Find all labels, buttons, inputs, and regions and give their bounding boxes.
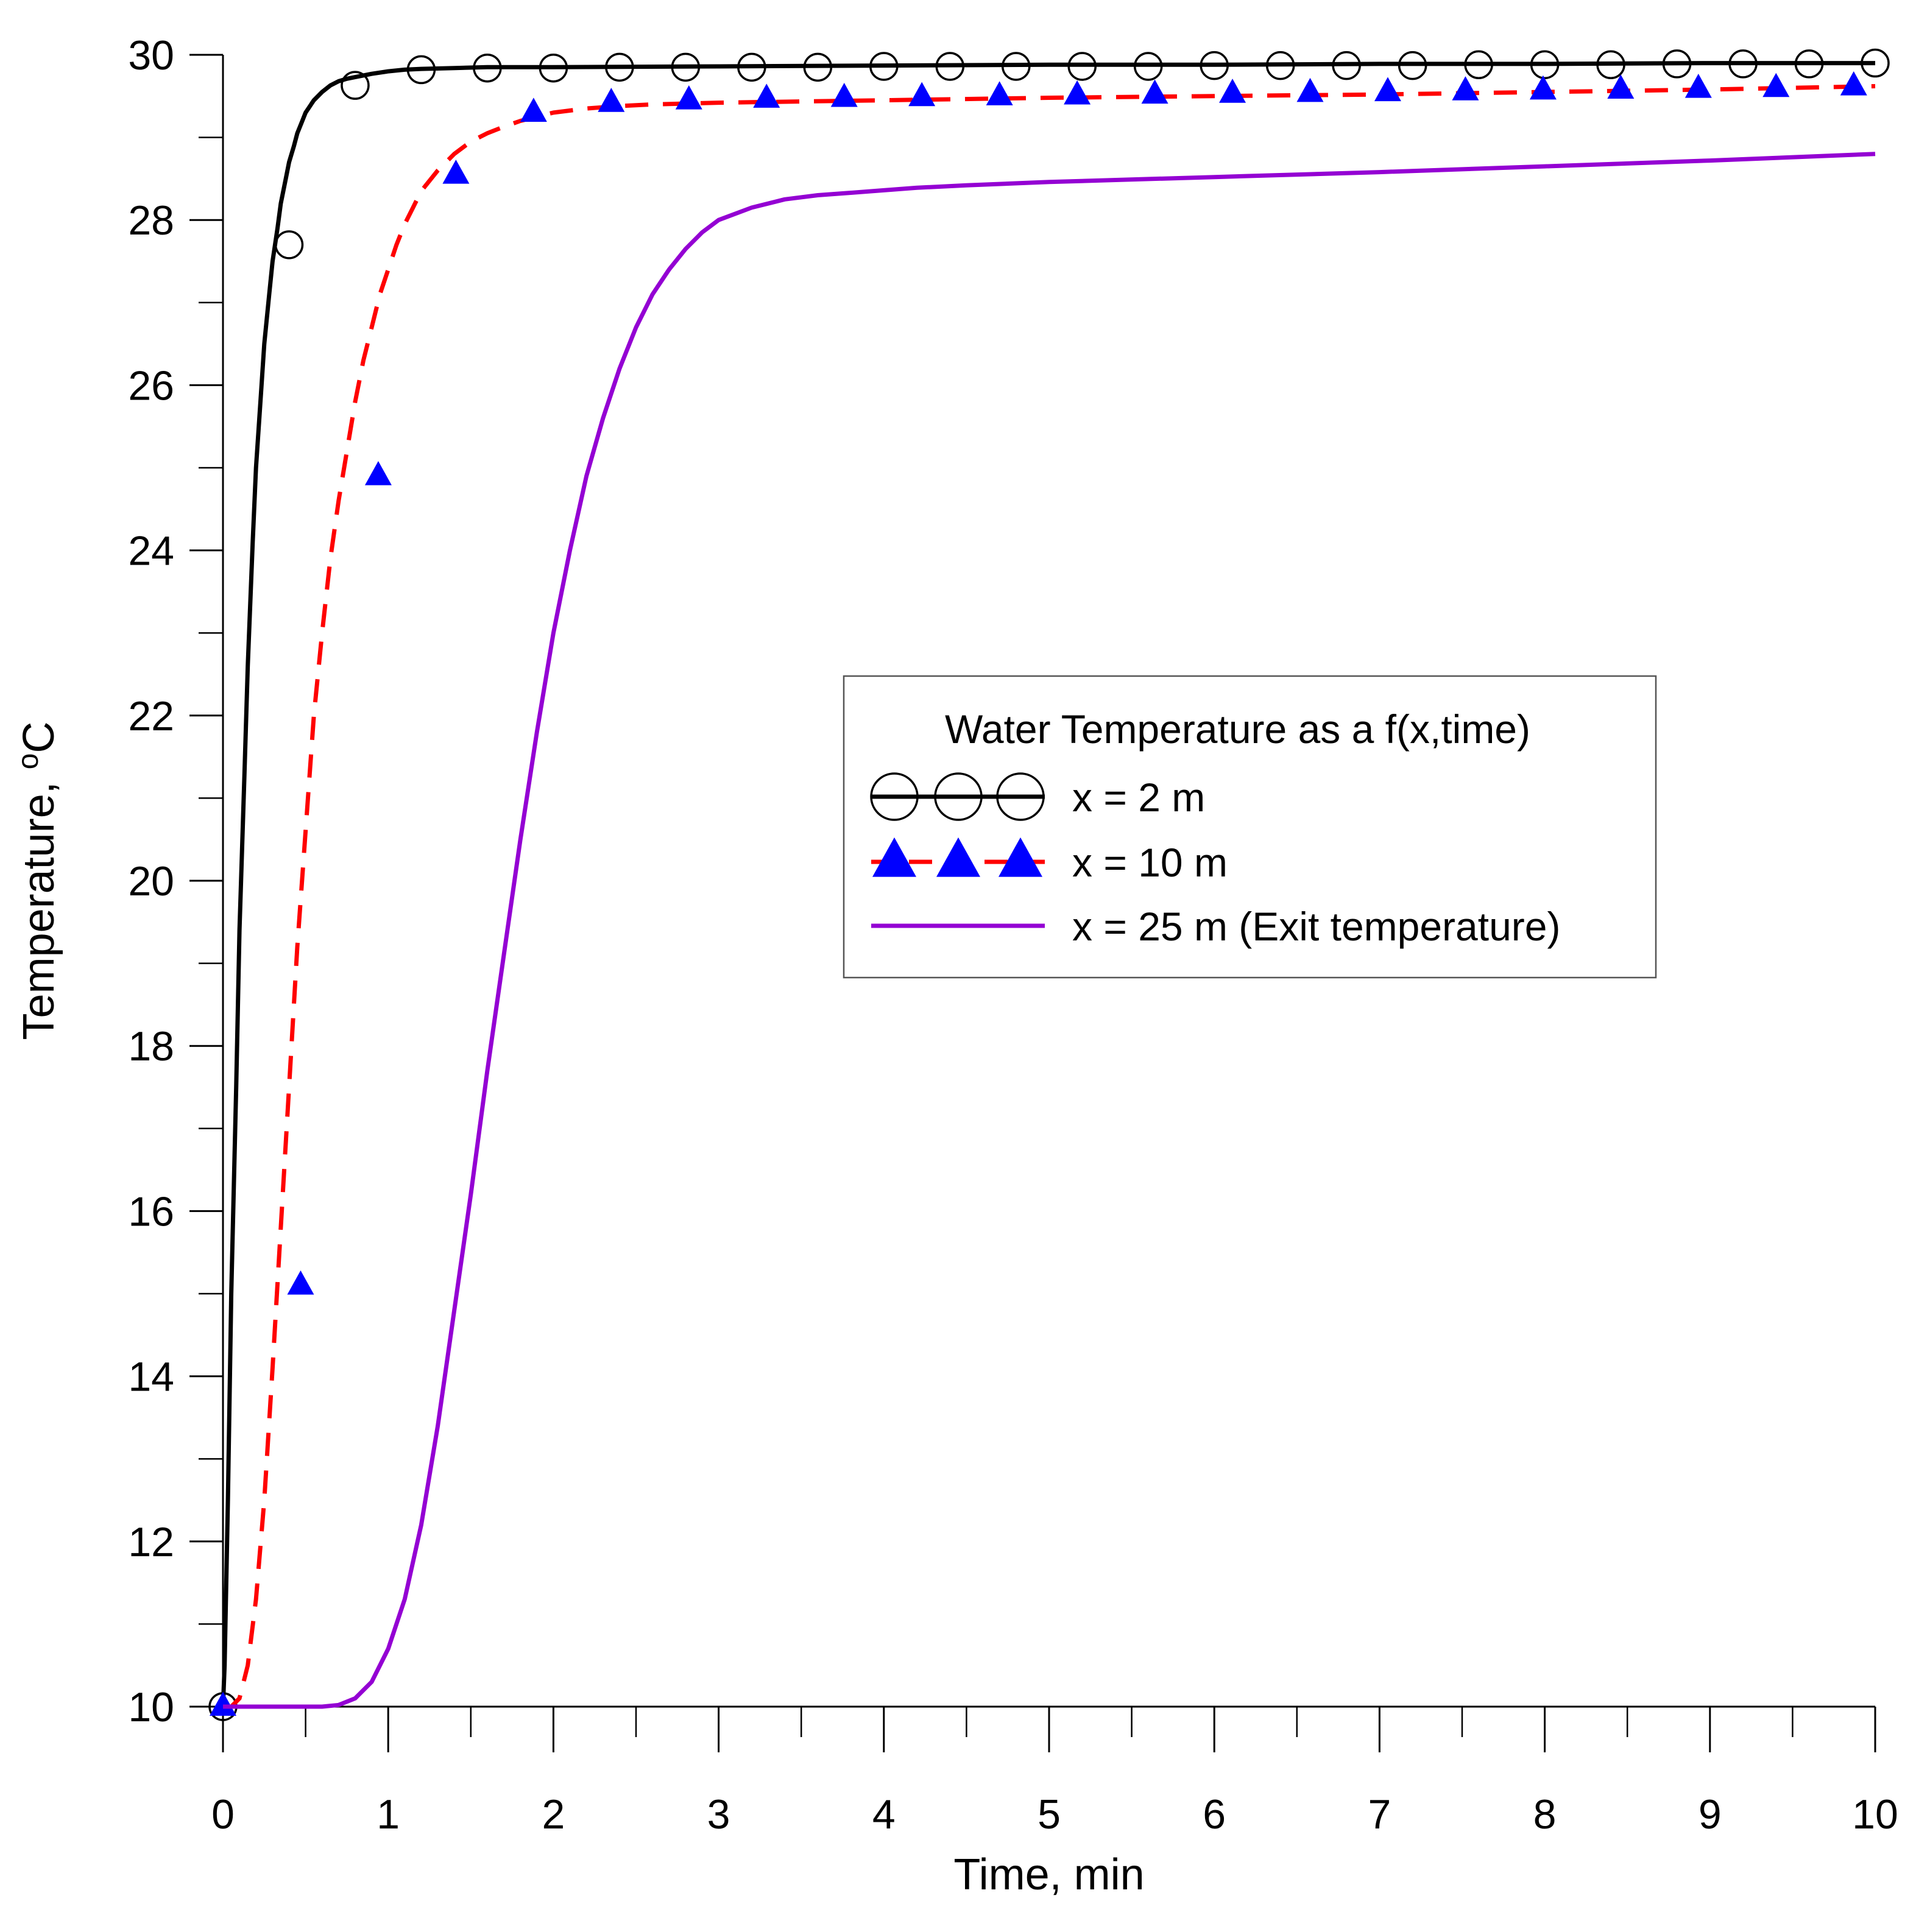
y-tick-label: 20 — [128, 858, 174, 904]
data-point-marker — [830, 82, 858, 107]
x-tick-label: 3 — [707, 1791, 730, 1838]
data-point-marker — [520, 97, 547, 122]
y-tick-label: 12 — [128, 1519, 174, 1565]
series-line — [221, 61, 1875, 1707]
data-point-marker — [753, 83, 780, 108]
legend-marker — [870, 772, 919, 821]
legend-label: x = 25 m (Exit temperature) — [1072, 904, 1560, 949]
data-point-marker — [1067, 52, 1097, 81]
data-point-marker — [1728, 49, 1758, 79]
y-axis-label-superscript: o — [12, 753, 44, 770]
x-tick-label: 6 — [1203, 1791, 1226, 1838]
legend-label: x = 10 m — [1072, 840, 1228, 885]
data-point-marker — [1452, 76, 1479, 100]
data-point-marker — [1684, 74, 1712, 98]
data-point-marker — [1265, 51, 1295, 80]
x-tick-label: 10 — [1852, 1791, 1898, 1838]
y-tick-label: 14 — [128, 1354, 174, 1400]
series-1 — [210, 71, 1876, 1716]
data-point-marker — [869, 52, 899, 81]
data-point-marker — [473, 53, 502, 83]
data-point-marker — [1762, 72, 1790, 97]
data-point-marker — [1662, 49, 1692, 79]
x-tick-label: 2 — [542, 1791, 565, 1838]
data-point-marker — [1794, 49, 1824, 79]
data-point-marker — [274, 230, 304, 259]
data-point-marker — [1840, 71, 1867, 96]
data-point-marker — [1141, 79, 1168, 104]
legend-entry: x = 10 m — [871, 837, 1228, 885]
series-line — [223, 152, 1876, 1709]
data-point-marker — [803, 52, 833, 82]
data-point-marker — [1530, 50, 1560, 80]
data-point-marker — [539, 53, 568, 83]
data-point-marker — [287, 1270, 314, 1295]
legend-entry: x = 2 m — [870, 772, 1205, 821]
series-2 — [223, 152, 1876, 1709]
data-point-marker — [1374, 77, 1401, 102]
data-point-marker — [1529, 75, 1557, 100]
y-axis-label-prefix: Temperature, — [15, 769, 63, 1040]
legend-marker — [999, 837, 1042, 877]
data-point-marker — [675, 85, 702, 110]
data-point-marker — [364, 461, 392, 485]
x-tick-label: 4 — [872, 1791, 896, 1838]
data-point-marker — [1064, 80, 1091, 105]
data-point-marker — [210, 1691, 236, 1716]
data-point-marker — [908, 82, 936, 107]
y-tick-label: 24 — [128, 528, 174, 574]
x-axis-label: Time, min — [953, 1850, 1144, 1899]
legend-entry: x = 25 m (Exit temperature) — [871, 904, 1560, 949]
data-point-marker — [737, 52, 766, 82]
data-point-marker — [406, 55, 436, 85]
x-tick-label: 5 — [1038, 1791, 1061, 1838]
x-tick-label: 0 — [211, 1791, 235, 1838]
y-tick-label: 18 — [128, 1023, 174, 1070]
legend-marker — [872, 837, 916, 877]
legend-marker — [934, 772, 983, 821]
data-point-marker — [341, 71, 370, 100]
data-point-marker — [1133, 52, 1163, 81]
x-tick-label: 1 — [376, 1791, 400, 1838]
data-point-marker — [1296, 77, 1324, 102]
x-tick-label: 8 — [1533, 1791, 1557, 1838]
legend: Water Temperature as a f(x,time) x = 2 m x… — [843, 675, 1657, 979]
y-tick-label: 16 — [128, 1188, 174, 1235]
x-tick-label: 9 — [1699, 1791, 1722, 1838]
y-tick-label: 28 — [128, 197, 174, 244]
data-point-marker — [1464, 50, 1493, 80]
data-point-marker — [442, 160, 470, 184]
y-tick-label: 10 — [128, 1684, 174, 1730]
y-tick-label: 22 — [128, 693, 174, 739]
data-point-marker — [1596, 50, 1625, 80]
y-axis-label-unit: C — [15, 722, 63, 753]
data-point-marker — [1200, 51, 1229, 80]
data-point-marker — [671, 52, 701, 82]
series-0 — [208, 48, 1890, 1721]
legend-marker — [936, 837, 980, 877]
y-tick-label: 30 — [128, 32, 174, 79]
legend-label: x = 2 m — [1072, 775, 1205, 820]
data-point-marker — [1607, 74, 1635, 99]
legend-marker — [996, 772, 1045, 821]
series-layer — [208, 48, 1890, 1721]
data-point-marker — [1219, 79, 1246, 103]
y-axis-label: Temperature, oC — [12, 722, 63, 1040]
data-point-marker — [1861, 48, 1890, 78]
data-point-marker — [1002, 52, 1031, 81]
data-point-marker — [986, 81, 1013, 105]
data-point-marker — [935, 52, 965, 81]
y-tick-label: 26 — [128, 362, 174, 409]
data-point-marker — [1398, 51, 1427, 80]
x-tick-label: 7 — [1368, 1791, 1391, 1838]
data-point-marker — [1332, 51, 1361, 80]
data-point-marker — [605, 52, 634, 82]
legend-title: Water Temperature as a f(x,time) — [945, 707, 1530, 752]
series-line — [223, 84, 1876, 1709]
data-point-marker — [598, 88, 625, 112]
